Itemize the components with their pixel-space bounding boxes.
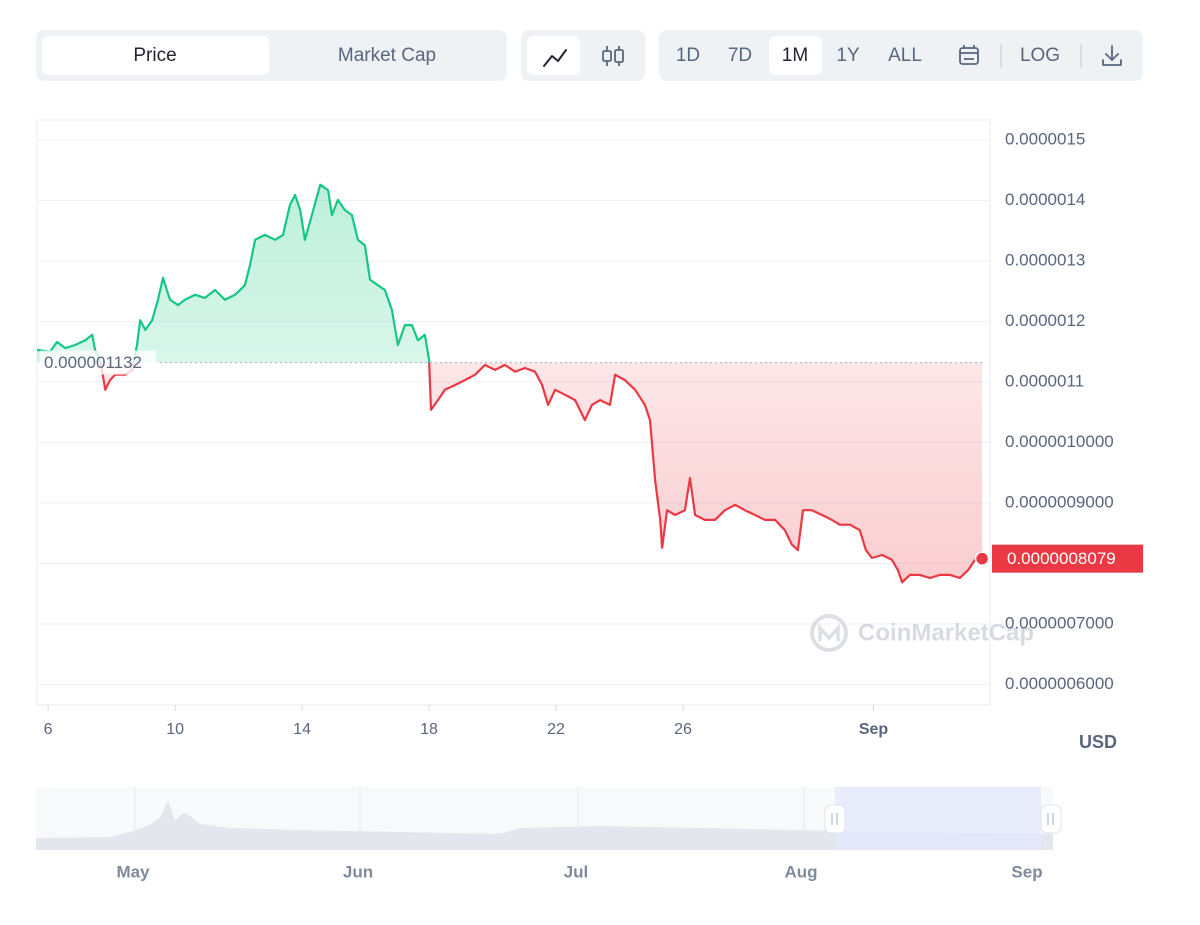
range-1y[interactable]: 1Y [836, 45, 860, 66]
line-icon [543, 49, 567, 67]
y-tick-label: 0.0000011 [1005, 371, 1084, 390]
last-point [974, 551, 990, 566]
x-tick-label: 10 [166, 721, 184, 738]
y-tick-label: 0.0000006000 [1005, 674, 1114, 693]
month-label: Jul [564, 862, 589, 881]
navigator-months: May Jun Jul Aug Sep [116, 862, 1042, 881]
month-label: May [116, 862, 150, 881]
navigator-area [36, 800, 1053, 850]
baseline-label: 0.000001132 [44, 353, 142, 372]
range-1d[interactable]: 1D [676, 45, 700, 66]
navigator-selection[interactable] [835, 787, 1041, 850]
y-tick-label: 0.0000012 [1005, 311, 1085, 330]
watermark: CoinMarketCap [810, 614, 1034, 652]
y-tick-label: 0.0000015 [1005, 129, 1085, 148]
x-tick-label: 26 [674, 721, 692, 738]
candle-icon[interactable] [602, 46, 624, 66]
month-label: Sep [1011, 862, 1042, 881]
range-1m[interactable]: 1M [782, 45, 808, 66]
navigator-handle[interactable] [1040, 804, 1062, 834]
market-cap-tab[interactable]: Market Cap [338, 45, 436, 66]
y-tick-label: 0.0000010000 [1005, 432, 1114, 451]
x-tick-label: 18 [420, 721, 438, 738]
price-tab[interactable]: Price [133, 45, 176, 66]
log-toggle[interactable]: LOG [1020, 45, 1060, 66]
area-up [37, 184, 983, 363]
tab-active-bg [42, 36, 269, 75]
x-tick-label: 14 [293, 721, 311, 738]
download-icon[interactable] [1102, 45, 1122, 66]
x-tick-label: 22 [547, 721, 565, 738]
current-price-box [992, 544, 1143, 573]
range-7d[interactable]: 7D [728, 45, 752, 66]
y-tick-label: 0.0000009000 [1005, 492, 1114, 511]
watermark-text: CoinMarketCap [858, 619, 1034, 646]
y-unit: USD [1079, 732, 1117, 752]
plot-frame [36, 119, 991, 706]
baseline-label-bg [40, 350, 156, 375]
y-tick-label: 0.0000013 [1005, 250, 1085, 269]
calendar-icon[interactable] [959, 45, 979, 65]
price-line-down [99, 362, 983, 584]
y-tick-label: 0.0000014 [1005, 190, 1085, 209]
price-series: 0.000001132 [37, 183, 990, 584]
current-price-label: 0.0000008079 [1007, 549, 1116, 568]
y-tick-label: 0.0000007000 [1005, 613, 1114, 632]
range-active-bg [769, 36, 822, 75]
range-all[interactable]: ALL [888, 45, 922, 66]
line-mode-button[interactable] [527, 36, 580, 75]
area-down [100, 362, 983, 583]
x-tick-label: 6 [44, 721, 53, 738]
month-label: Jun [343, 862, 373, 881]
navigator-handle[interactable] [824, 804, 846, 834]
month-label: Aug [784, 862, 817, 881]
price-line-up [37, 183, 431, 363]
x-tick-label: Sep [859, 721, 889, 738]
